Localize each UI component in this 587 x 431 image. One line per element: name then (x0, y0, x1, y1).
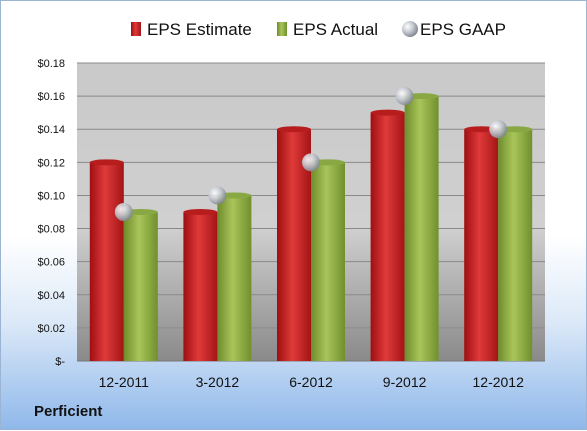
marker-eps-gaap (114, 203, 133, 221)
bar-eps-actual (498, 129, 533, 361)
bar-eps-estimate (370, 112, 405, 362)
x-tick-label: 3-2012 (196, 374, 240, 390)
marker-eps-gaap (302, 153, 320, 172)
y-tick-label: $0.02 (37, 323, 65, 335)
company-label: Perficient (34, 403, 103, 420)
legend-label: EPS Estimate (147, 20, 252, 39)
marker-eps-gaap (395, 87, 414, 106)
legend-label: EPS Actual (293, 20, 378, 39)
x-tick-label: 6-2012 (289, 374, 333, 390)
bar-eps-estimate (464, 129, 499, 361)
bar-eps-actual (404, 96, 439, 361)
x-tick-label: 12-2012 (473, 374, 525, 390)
y-tick-label: $0.04 (37, 290, 65, 302)
bar-eps-estimate (89, 162, 124, 361)
x-tick-label: 12-2011 (99, 374, 150, 390)
marker-eps-gaap (208, 186, 227, 205)
bar-top-eps-estimate (370, 109, 405, 116)
legend-swatch (131, 22, 141, 36)
y-tick-label: $0.10 (37, 190, 65, 202)
bar-eps-actual (123, 212, 158, 361)
marker-eps-gaap (489, 120, 508, 139)
bar-top-eps-estimate (89, 159, 124, 166)
x-tick-label: 9-2012 (383, 374, 427, 390)
y-tick-label: $0.16 (37, 91, 65, 103)
bar-eps-actual (311, 162, 345, 361)
bar-eps-actual (217, 195, 252, 361)
bar-eps-estimate (183, 212, 218, 361)
y-tick-label: $0.18 (37, 58, 65, 70)
bar-top-eps-estimate (183, 209, 218, 215)
legend-swatch (402, 21, 418, 37)
y-tick-label: $0.14 (37, 124, 65, 136)
y-tick-label: $0.12 (37, 157, 65, 169)
bar-top-eps-estimate (277, 126, 311, 133)
legend-label: EPS GAAP (420, 20, 506, 39)
y-tick-label: $0.08 (37, 224, 65, 236)
y-tick-label: $0.06 (37, 257, 65, 269)
legend-swatch (277, 22, 287, 36)
y-tick-label: $- (55, 356, 65, 368)
